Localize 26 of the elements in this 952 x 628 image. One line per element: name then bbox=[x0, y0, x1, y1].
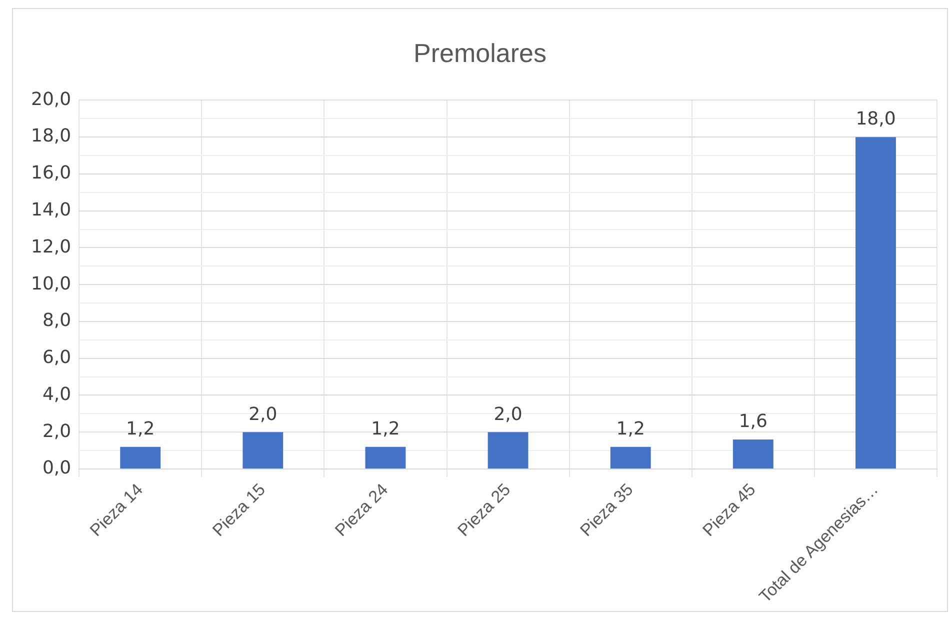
bar bbox=[365, 446, 406, 468]
bar bbox=[120, 446, 161, 468]
y-tick-label: 16,0 bbox=[31, 162, 72, 184]
y-tick-label: 2,0 bbox=[42, 420, 72, 442]
y-tick-label: 10,0 bbox=[31, 273, 72, 294]
bar bbox=[488, 432, 528, 468]
data-label: 1,6 bbox=[738, 411, 768, 432]
y-tick-label: 12,0 bbox=[31, 236, 72, 258]
data-label: 1,2 bbox=[616, 418, 645, 440]
data-label: 1,2 bbox=[126, 418, 155, 440]
data-label: 2,0 bbox=[248, 404, 278, 425]
chart-title: Premolares bbox=[414, 38, 546, 68]
y-tick-label: 0,0 bbox=[42, 458, 72, 479]
data-label: 18,0 bbox=[856, 108, 896, 130]
y-tick-label: 14,0 bbox=[31, 200, 72, 221]
data-label: 1,2 bbox=[371, 418, 400, 440]
bar bbox=[610, 446, 651, 468]
bar bbox=[242, 432, 284, 468]
y-tick-label: 20,0 bbox=[31, 88, 72, 110]
y-tick-label: 18,0 bbox=[31, 126, 72, 147]
y-tick-label: 8,0 bbox=[42, 310, 72, 332]
data-label: 2,0 bbox=[494, 404, 522, 425]
bar bbox=[856, 137, 896, 468]
y-tick-label: 4,0 bbox=[42, 384, 72, 405]
bar bbox=[732, 439, 774, 468]
y-tick-label: 6,0 bbox=[42, 347, 72, 368]
